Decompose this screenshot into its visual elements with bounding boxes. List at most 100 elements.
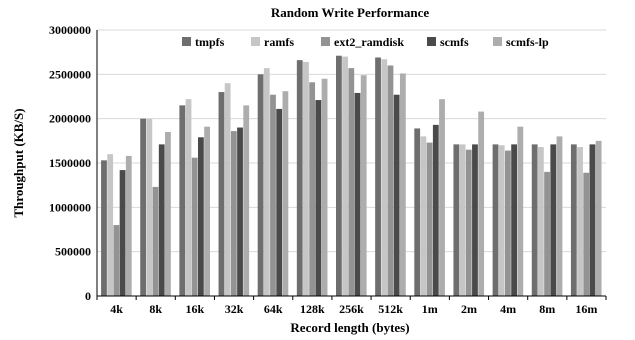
bar-tmpfs-512k (375, 57, 381, 297)
bar-ext2_ramdisk-256k (348, 68, 355, 296)
legend-swatch-ext2_ramdisk (321, 37, 330, 46)
bar-scmfs-lp-128k (321, 78, 328, 297)
x-tick-label: 32k (225, 302, 244, 316)
bar-scmfs-lp-256k (360, 75, 367, 296)
x-tick-label: 512k (378, 302, 403, 316)
bar-scmfs-lp-8k (165, 131, 171, 296)
x-tick-label: 2m (461, 302, 477, 316)
bar-ext2_ramdisk-2m (465, 149, 472, 296)
bar-scmfs-4k (119, 170, 126, 296)
y-tick-label: 1000000 (49, 200, 91, 214)
y-tick-label: 2500000 (49, 67, 91, 81)
bar-ext2_ramdisk-16m (583, 172, 590, 296)
bar-ext2_ramdisk-512k (387, 65, 394, 296)
legend-label-tmpfs: tmpfs (195, 35, 225, 49)
legend-swatch-scmfs-lp (493, 37, 502, 46)
bar-ramfs-8k (146, 118, 153, 297)
bar-scmfs-128k (315, 100, 322, 297)
chart-title: Random Write Performance (271, 5, 430, 20)
bar-tmpfs-4m (492, 144, 499, 296)
bar-tmpfs-4k (101, 160, 107, 296)
x-tick-label: 64k (264, 302, 283, 316)
bar-ext2_ramdisk-128k (309, 82, 316, 297)
y-tick-label: 500000 (55, 245, 91, 259)
bar-ext2_ramdisk-4m (505, 150, 511, 296)
bar-ramfs-128k (303, 61, 309, 296)
x-tick-label: 4k (110, 302, 123, 316)
bar-ext2_ramdisk-16k (191, 157, 198, 296)
legend-label-ramfs: ramfs (264, 35, 294, 49)
bar-ramfs-8m (537, 147, 544, 296)
y-tick-label: 1500000 (49, 156, 91, 170)
bar-scmfs-256k (354, 92, 361, 296)
legend-swatch-scmfs (427, 37, 436, 46)
bar-scmfs-32k (237, 127, 243, 297)
bar-ext2_ramdisk-64k (270, 94, 276, 296)
bar-ramfs-2m (459, 144, 466, 296)
y-ticks: 0 500000 1000000 1500000 2000000 2500000 30000… (49, 23, 91, 303)
bar-tmpfs-1m (414, 128, 421, 296)
y-tick-label: 2000000 (49, 112, 91, 126)
legend-label-ext2_ramdisk: ext2_ramdisk (334, 35, 404, 49)
x-tick-label: 256k (339, 302, 364, 316)
x-tick-label: 16m (575, 302, 597, 316)
bar-tmpfs-128k (296, 60, 303, 296)
bar-scmfs-4m (511, 144, 518, 296)
bar-ext2_ramdisk-8m (544, 171, 550, 296)
x-tick-label: 8m (539, 302, 555, 316)
bar-scmfs-2m (472, 144, 478, 296)
bar-scmfs-lp-2m (478, 111, 485, 296)
y-tick-label: 0 (85, 289, 91, 303)
bar-scmfs-512k (393, 94, 400, 296)
bar-scmfs-lp-32k (243, 105, 250, 296)
bar-scmfs-8k (158, 144, 165, 296)
bar-tmpfs-64k (257, 74, 264, 296)
axes (96, 30, 607, 300)
bar-tmpfs-16m (570, 144, 577, 296)
y-axis-label: Throughput (KB/S) (11, 108, 26, 217)
x-tick-label: 8k (149, 302, 162, 316)
y-tick-label: 3000000 (49, 23, 91, 37)
bar-scmfs-lp-64k (282, 91, 289, 297)
bar-tmpfs-32k (218, 92, 225, 296)
legend: tmpfs ramfs ext2_ramdisk scmfs scmfs-lp (182, 35, 549, 49)
bar-scmfs-16k (197, 137, 204, 296)
bar-ramfs-16m (577, 147, 583, 296)
bar-ramfs-4m (498, 145, 505, 296)
bar-scmfs-16m (589, 144, 596, 296)
bar-scmfs-8m (550, 144, 557, 296)
bar-scmfs-lp-16m (595, 140, 602, 296)
legend-label-scmfs: scmfs (440, 35, 469, 49)
bar-tmpfs-8m (531, 144, 538, 296)
bar-scmfs-lp-512k (399, 73, 406, 297)
bar-scmfs-lp-4m (517, 126, 524, 296)
bar-ramfs-64k (263, 68, 270, 296)
bar-tmpfs-16k (179, 105, 186, 296)
x-tick-label: 4m (500, 302, 516, 316)
x-tick-label: 128k (300, 302, 325, 316)
x-ticks: 4k 8k 16k 32k 64k 128k 256k 512k 1m 2m 4m 8m 16m (110, 302, 597, 316)
bar-tmpfs-8k (140, 118, 147, 297)
bar-scmfs-lp-1m (439, 99, 445, 296)
legend-swatch-tmpfs (182, 37, 191, 46)
x-tick-label: 1m (422, 302, 438, 316)
bar-ramfs-32k (224, 83, 231, 296)
bar-scmfs-lp-4k (125, 155, 132, 296)
bar-scmfs-1m (432, 124, 439, 296)
bar-ext2_ramdisk-1m (426, 142, 433, 296)
bars (101, 55, 602, 297)
x-tick-label: 16k (186, 302, 205, 316)
legend-swatch-ramfs (251, 37, 260, 46)
bar-scmfs-lp-16k (204, 126, 210, 296)
bar-ramfs-4k (107, 154, 114, 296)
bar-tmpfs-2m (453, 144, 460, 296)
bar-scmfs-64k (276, 108, 283, 296)
bar-ext2_ramdisk-32k (230, 131, 237, 296)
bar-ramfs-16k (185, 99, 192, 296)
x-axis-label: Record length (bytes) (290, 320, 409, 335)
legend-label-scmfs-lp: scmfs-lp (506, 35, 549, 49)
bar-scmfs-lp-8m (556, 136, 563, 296)
bar-tmpfs-256k (336, 55, 342, 296)
bar-ramfs-1m (420, 136, 427, 296)
